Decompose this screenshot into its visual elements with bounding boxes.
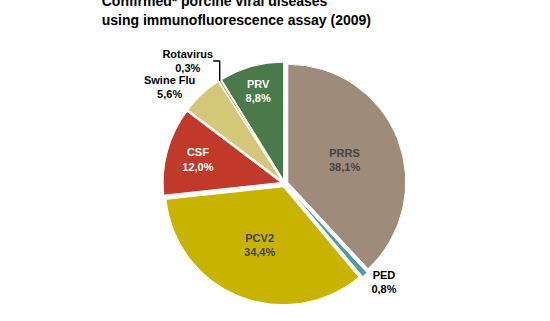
svg-text:PED0,8%: PED0,8% [371, 269, 396, 295]
svg-text:Confirmed* porcine viral disea: Confirmed* porcine viral diseasesusing i… [102, 0, 371, 28]
svg-text:Rotavirus0,3%: Rotavirus0,3% [162, 48, 213, 74]
svg-text:Swine Flu5,6%: Swine Flu5,6% [144, 74, 195, 100]
svg-text:PCV234,4%: PCV234,4% [244, 232, 275, 258]
svg-text:CSF12,0%: CSF12,0% [182, 146, 213, 172]
svg-text:PRV8,8%: PRV8,8% [246, 78, 271, 104]
svg-text:PRRS38,1%: PRRS38,1% [329, 147, 360, 173]
